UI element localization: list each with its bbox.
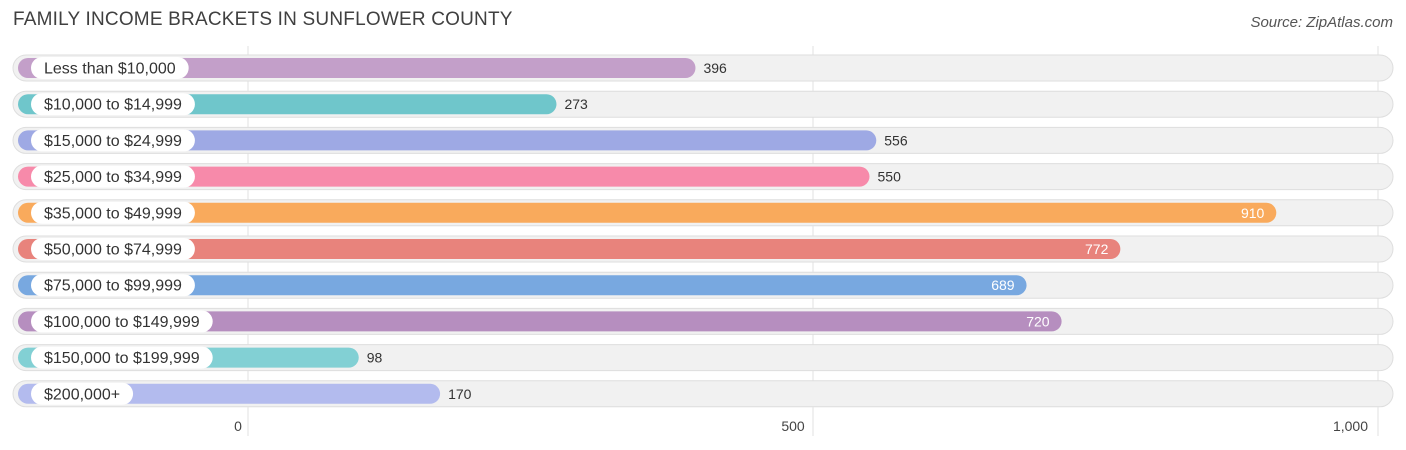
x-tick-label: 0 xyxy=(234,418,242,434)
category-label: $150,000 to $199,999 xyxy=(44,350,200,367)
bar xyxy=(18,202,1277,223)
category-label: $25,000 to $34,999 xyxy=(44,169,182,186)
bar-row: $25,000 to $34,999 550 xyxy=(12,163,1394,191)
bar-row: $200,000+ 170 xyxy=(12,380,1394,408)
category-label-pill xyxy=(31,57,189,79)
bar-row: $15,000 to $24,999 556 xyxy=(12,126,1394,154)
value-label: 550 xyxy=(878,169,902,185)
value-label: 772 xyxy=(1085,241,1109,257)
category-label: $200,000+ xyxy=(44,386,120,403)
value-label: 396 xyxy=(703,60,727,76)
value-label: 910 xyxy=(1241,205,1265,221)
category-label: $100,000 to $149,999 xyxy=(44,314,200,331)
bar-row: $150,000 to $199,999 98 xyxy=(12,344,1394,372)
bar xyxy=(18,275,1027,296)
category-label-pill xyxy=(31,165,195,188)
category-label: Less than $10,000 xyxy=(44,61,176,78)
value-label: 273 xyxy=(564,96,588,112)
category-label-pill xyxy=(31,274,195,297)
row-background xyxy=(12,344,1394,372)
source-credit: Source: ZipAtlas.com xyxy=(1250,14,1393,31)
category-label: $15,000 to $24,999 xyxy=(44,133,182,150)
bar xyxy=(18,311,1062,332)
category-label-pill xyxy=(31,238,195,260)
chart-title: FAMILY INCOME BRACKETS IN SUNFLOWER COUN… xyxy=(13,9,513,30)
bar-row: $10,000 to $14,999 273 xyxy=(12,90,1394,118)
category-label: $50,000 to $74,999 xyxy=(44,242,182,259)
bar-row: $50,000 to $74,999 772 xyxy=(12,235,1394,263)
x-tick-label: 500 xyxy=(781,418,805,434)
x-tick-label: 1,000 xyxy=(1333,418,1368,434)
bar-row: $100,000 to $149,999 720 xyxy=(12,307,1394,335)
value-label: 720 xyxy=(1026,313,1050,329)
bar xyxy=(18,166,870,187)
category-label-pill xyxy=(31,310,213,333)
category-label-pill xyxy=(31,129,195,152)
value-label: 170 xyxy=(448,386,472,402)
value-label: 556 xyxy=(884,132,908,148)
category-label-pill xyxy=(31,201,195,224)
value-label: 98 xyxy=(367,350,383,366)
category-label-pill xyxy=(31,93,195,116)
value-label: 689 xyxy=(991,277,1015,293)
bar-row: $75,000 to $99,999 689 xyxy=(12,271,1394,299)
bar xyxy=(18,130,877,151)
category-label-pill xyxy=(31,382,134,405)
category-label-pill xyxy=(31,346,213,369)
category-label: $75,000 to $99,999 xyxy=(44,278,182,295)
category-label: $10,000 to $14,999 xyxy=(44,97,182,114)
bar-row: Less than $10,000 396 xyxy=(12,54,1394,82)
bar xyxy=(18,239,1121,259)
bar-row: $35,000 to $49,999 910 xyxy=(12,199,1394,227)
category-label: $35,000 to $49,999 xyxy=(44,205,182,222)
